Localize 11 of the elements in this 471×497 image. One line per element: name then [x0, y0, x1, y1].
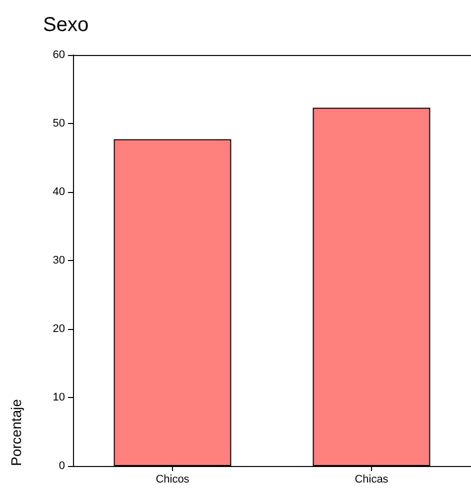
y-tick-label: 40 — [52, 186, 65, 198]
chart-title: Sexo — [43, 14, 89, 36]
x-tick-label: Chicas — [354, 474, 389, 486]
y-tick-label: 60 — [52, 49, 65, 61]
y-tick-label: 30 — [52, 254, 65, 266]
y-axis-title: Porcentaje — [8, 398, 24, 466]
y-tick-label: 10 — [52, 392, 65, 404]
y-tick-label: 0 — [58, 460, 65, 472]
y-tick-label: 20 — [52, 323, 65, 335]
y-tick-label: 50 — [52, 118, 65, 130]
x-tick-label: Chicos — [156, 474, 190, 486]
